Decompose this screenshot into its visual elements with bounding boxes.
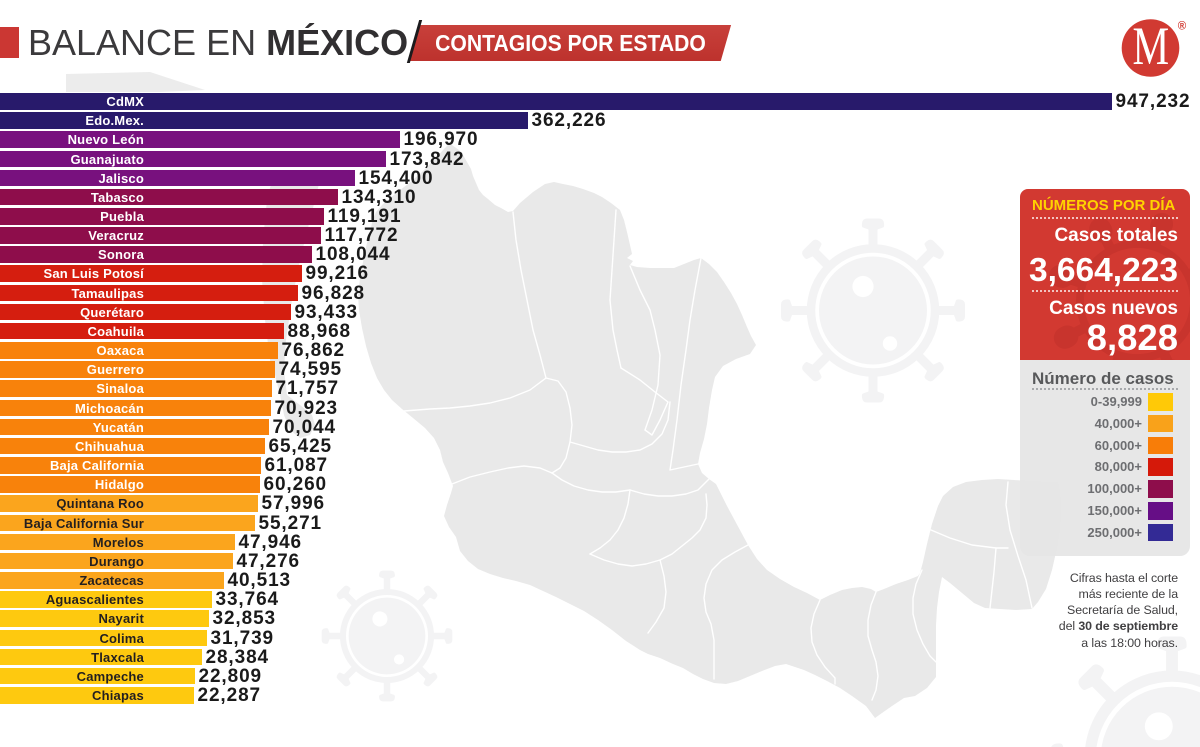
svg-text:M: M — [1132, 17, 1169, 76]
svg-text:®: ® — [1178, 21, 1187, 33]
